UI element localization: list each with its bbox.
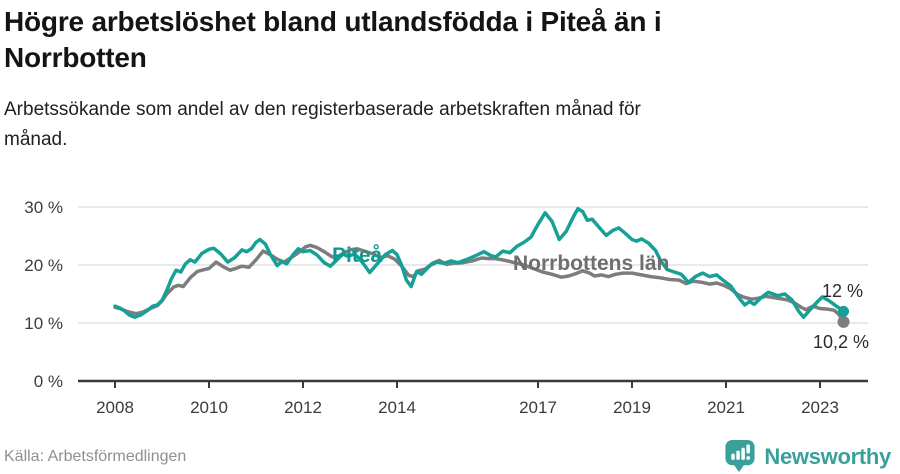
x-tick-label: 2012: [284, 398, 322, 417]
y-tick-label: 0 %: [34, 372, 63, 391]
subtitle-line-2: månad.: [4, 129, 68, 150]
end-value-label-pitea: 12 %: [822, 281, 863, 301]
subtitle-line-1: Arbetssökande som andel av den registerb…: [4, 99, 641, 120]
x-tick-label: 2008: [96, 398, 134, 417]
x-tick-label: 2014: [378, 398, 416, 417]
title-line-1: Högre arbetslöshet bland utlandsfödda i …: [4, 6, 662, 37]
exclamation-dot: [746, 456, 751, 460]
bar-chart-speech-bubble-icon: [725, 439, 755, 473]
speech-bubble-shape: [725, 439, 755, 473]
series-line-pitea: [113, 206, 846, 319]
x-tick-label: 2019: [613, 398, 651, 417]
bar-3: [741, 447, 746, 460]
x-tick-label: 2017: [519, 398, 557, 417]
chart-subtitle: Arbetssökande som andel av den registerb…: [4, 95, 896, 155]
exclamation-bar: [746, 444, 751, 454]
bar-1: [731, 453, 736, 460]
end-dot-norrbotten: [837, 315, 850, 328]
brand-wordmark: Newsworthy: [764, 443, 891, 469]
series-label-norrbotten: Norrbottens län: [513, 252, 669, 275]
series-label-pitea: Piteå: [332, 244, 383, 267]
y-tick-label: 30 %: [24, 198, 63, 217]
y-tick-label: 20 %: [24, 256, 63, 275]
end-dot-pitea: [838, 305, 849, 317]
end-value-label-norrbotten: 10,2 %: [813, 332, 869, 352]
source-note: Källa: Arbetsförmedlingen: [4, 448, 187, 465]
line-chart: 0 % 10 % 20 % 30 % 2008 2010 2012 2014 2017 2019 2…: [24, 198, 869, 417]
x-tick-label: 2010: [190, 398, 228, 417]
x-tick-label: 2021: [707, 398, 745, 417]
page-title: Högre arbetslöshet bland utlandsfödda i …: [4, 4, 896, 76]
y-tick-label: 10 %: [24, 314, 63, 333]
bar-2: [736, 450, 741, 460]
title-line-2: Norrbotten: [4, 42, 147, 73]
newsworthy-logo: Newsworthy: [724, 439, 891, 474]
x-tick-label: 2023: [801, 398, 839, 417]
